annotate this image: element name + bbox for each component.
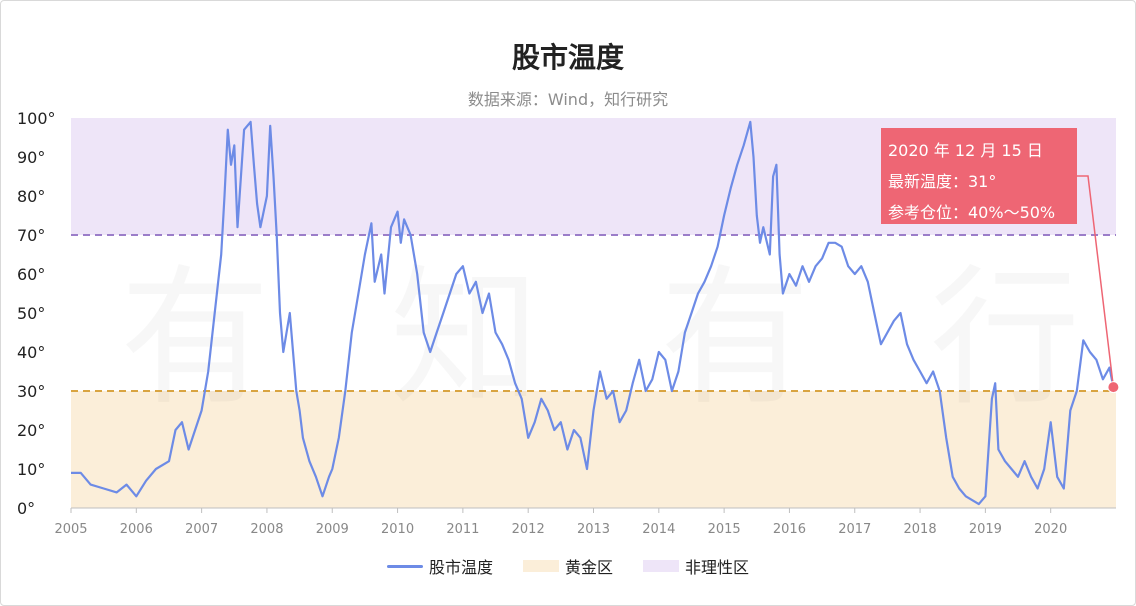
legend-label-irrational-zone: 非理性区: [685, 558, 750, 577]
x-tick-label: 2006: [120, 522, 153, 537]
y-tick-label: 80°: [17, 187, 45, 206]
y-tick-label: 50°: [17, 304, 45, 323]
legend-label-temperature: 股市温度: [428, 558, 493, 577]
x-tick-label: 2007: [185, 522, 218, 537]
watermark-char: 行: [930, 252, 1080, 426]
y-tick-label: 70°: [17, 226, 45, 245]
y-tick-label: 10°: [17, 460, 45, 479]
legend-item-golden-zone[interactable]: 黄金区: [522, 554, 613, 578]
legend-swatch-golden-zone: [522, 560, 559, 572]
x-tick-label: 2008: [250, 522, 283, 537]
legend-item-temperature[interactable]: 股市温度: [386, 554, 493, 578]
latest-point-marker: [1107, 381, 1120, 394]
chart-subtitle: 数据来源：Wind，知行研究: [467, 90, 669, 109]
watermark-char: 有: [120, 252, 270, 426]
legend-item-irrational-zone[interactable]: 非理性区: [643, 554, 749, 578]
x-tick-label: 2017: [838, 522, 871, 537]
series-line-temperature: [71, 120, 1115, 506]
annotation-position: 参考仓位：40%～50%: [888, 203, 1056, 222]
legend-swatch-irrational-zone: [643, 560, 679, 572]
x-tick-label: 2012: [512, 522, 545, 537]
annotation-temperature: 最新温度：31°: [888, 172, 997, 191]
legend: 股市温度 黄金区 非理性区: [0, 554, 1136, 578]
annotation-date: 2020 年 12 月 15 日: [888, 141, 1043, 160]
x-tick-label: 2020: [1034, 522, 1067, 537]
y-tick-label: 90°: [17, 148, 45, 167]
x-tick-label: 2018: [904, 522, 937, 537]
annotation-leader-line: [1077, 175, 1115, 388]
x-tick-label: 2013: [577, 522, 610, 537]
chart-title: 股市温度: [511, 41, 624, 74]
x-tick-label: 2019: [969, 522, 1002, 537]
y-tick-label: 100°: [17, 109, 56, 128]
legend-swatch-temperature: [386, 564, 423, 568]
x-tick-label: 2005: [54, 522, 87, 537]
x-tick-label: 2014: [642, 522, 675, 537]
latest-annotation: 2020 年 12 月 15 日 最新温度：31° 参考仓位：40%～50%: [881, 128, 1077, 224]
x-tick-label: 2015: [708, 522, 741, 537]
y-tick-label: 40°: [17, 343, 45, 362]
legend-label-golden-zone: 黄金区: [564, 558, 613, 577]
x-tick-label: 2016: [773, 522, 806, 537]
y-tick-label: 30°: [17, 382, 45, 401]
y-tick-label: 20°: [17, 421, 45, 440]
x-tick-label: 2010: [381, 522, 414, 537]
y-tick-label: 0°: [17, 499, 35, 518]
x-tick-label: 2011: [446, 522, 479, 537]
y-tick-label: 60°: [17, 265, 45, 284]
x-tick-label: 2009: [316, 522, 349, 537]
